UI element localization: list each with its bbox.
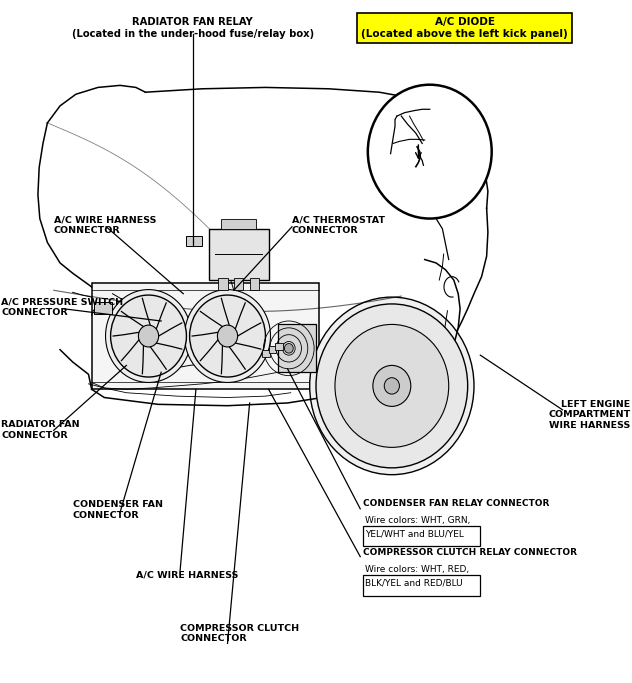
Bar bbox=[234, 278, 243, 290]
Text: RADIATOR FAN
CONNECTOR: RADIATOR FAN CONNECTOR bbox=[1, 420, 80, 440]
Text: A/C WIRE HARNESS: A/C WIRE HARNESS bbox=[136, 570, 238, 579]
Bar bbox=[218, 278, 228, 290]
Circle shape bbox=[138, 325, 159, 347]
Text: Wire colors: WHT, GRN,: Wire colors: WHT, GRN, bbox=[365, 516, 471, 525]
Circle shape bbox=[217, 325, 238, 347]
Bar bbox=[363, 526, 480, 546]
Circle shape bbox=[185, 290, 270, 382]
Text: A/C DIODE
(Located above the left kick panel): A/C DIODE (Located above the left kick p… bbox=[361, 17, 568, 39]
Circle shape bbox=[310, 297, 474, 475]
Bar bbox=[275, 343, 283, 350]
Bar bbox=[278, 324, 316, 372]
Circle shape bbox=[106, 290, 191, 382]
Text: A/C PRESSURE SWITCH
CONNECTOR: A/C PRESSURE SWITCH CONNECTOR bbox=[1, 297, 123, 317]
Circle shape bbox=[284, 344, 293, 353]
Text: A/C THERMOSTAT
CONNECTOR: A/C THERMOSTAT CONNECTOR bbox=[292, 215, 385, 235]
Text: CONDENSER FAN RELAY CONNECTOR: CONDENSER FAN RELAY CONNECTOR bbox=[363, 499, 550, 507]
Text: COMPRESSOR CLUTCH
CONNECTOR: COMPRESSOR CLUTCH CONNECTOR bbox=[180, 624, 299, 643]
Text: Wire colors: WHT, RED,: Wire colors: WHT, RED, bbox=[365, 565, 470, 574]
Bar bbox=[221, 219, 256, 229]
Text: COMPRESSOR CLUTCH RELAY CONNECTOR: COMPRESSOR CLUTCH RELAY CONNECTOR bbox=[363, 548, 578, 557]
Bar bbox=[262, 350, 270, 357]
Circle shape bbox=[384, 378, 399, 394]
Bar bbox=[94, 302, 112, 314]
Circle shape bbox=[111, 295, 186, 377]
Circle shape bbox=[316, 304, 468, 468]
Circle shape bbox=[335, 324, 449, 447]
Text: YEL/WHT and BLU/YEL: YEL/WHT and BLU/YEL bbox=[365, 529, 464, 538]
Bar bbox=[186, 236, 202, 246]
Bar bbox=[363, 575, 480, 596]
Text: A/C WIRE HARNESS
CONNECTOR: A/C WIRE HARNESS CONNECTOR bbox=[54, 215, 156, 235]
Circle shape bbox=[373, 365, 411, 406]
Bar bbox=[209, 229, 269, 280]
Text: RADIATOR FAN RELAY
(Located in the under-hood fuse/relay box): RADIATOR FAN RELAY (Located in the under… bbox=[71, 17, 314, 39]
Text: LEFT ENGINE
COMPARTMENT
WIRE HARNESS: LEFT ENGINE COMPARTMENT WIRE HARNESS bbox=[549, 400, 631, 430]
Bar bbox=[250, 278, 259, 290]
Bar bbox=[92, 283, 319, 389]
Bar bbox=[269, 346, 276, 353]
Circle shape bbox=[190, 295, 265, 377]
Text: CONDENSER FAN
CONNECTOR: CONDENSER FAN CONNECTOR bbox=[73, 500, 162, 520]
Text: BLK/YEL and RED/BLU: BLK/YEL and RED/BLU bbox=[365, 579, 463, 587]
Circle shape bbox=[368, 85, 492, 219]
